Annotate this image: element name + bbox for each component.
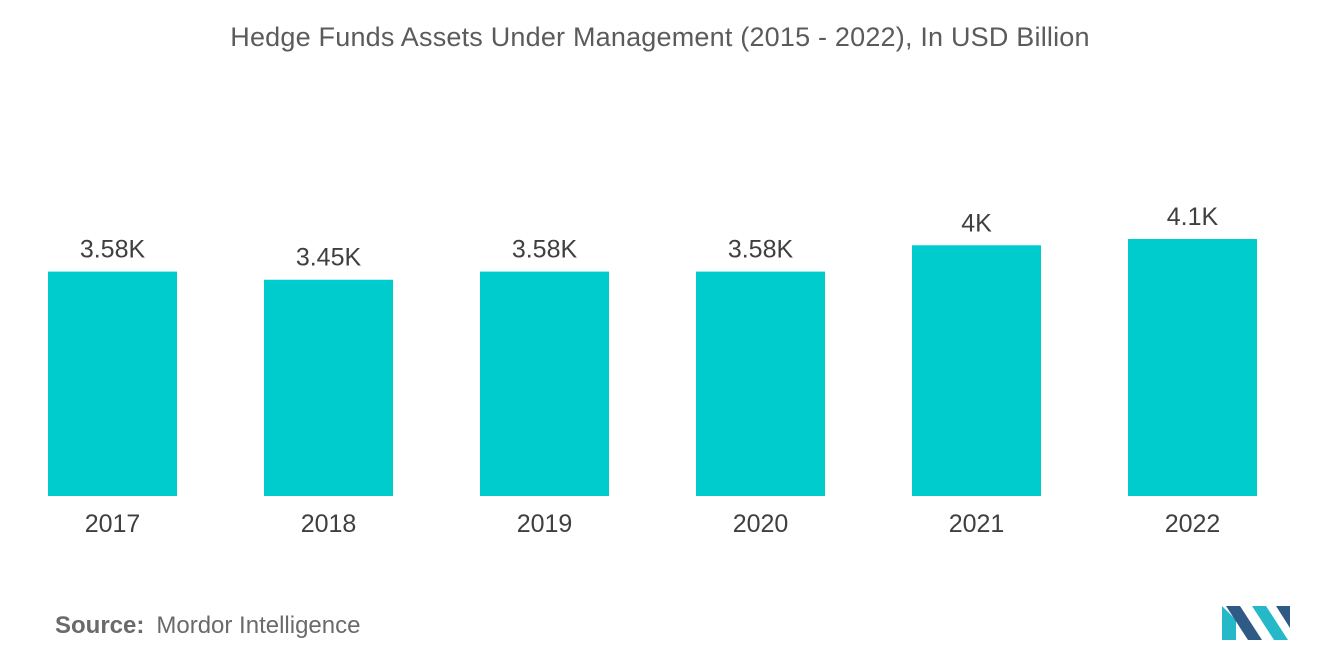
bar-2021 — [912, 245, 1041, 496]
data-label-2019: 3.58K — [512, 236, 578, 264]
data-label-2022: 4.1K — [1167, 203, 1219, 231]
bars-group — [48, 239, 1257, 496]
data-label-2021: 4K — [961, 209, 992, 237]
x-tick-2022: 2022 — [1165, 510, 1221, 538]
bar-2020 — [696, 271, 825, 496]
logo-shape-left — [1222, 606, 1236, 640]
chart-title: Hedge Funds Assets Under Management (201… — [230, 22, 1090, 52]
mordor-intelligence-logo — [1222, 606, 1290, 640]
bar-2017 — [48, 271, 177, 496]
x-tick-2020: 2020 — [733, 510, 789, 538]
logo-shape-diagonal-2 — [1252, 606, 1288, 640]
x-axis-ticks: 2017 2018 2019 2020 2021 2022 — [85, 510, 1221, 538]
logo-shape-right — [1276, 606, 1290, 628]
data-label-2020: 3.58K — [728, 236, 794, 264]
logo-shape-diagonal-1 — [1226, 606, 1262, 640]
x-tick-2019: 2019 — [517, 510, 573, 538]
x-tick-2017: 2017 — [85, 510, 141, 538]
bar-2019 — [480, 271, 609, 496]
bar-2018 — [264, 279, 393, 496]
value-labels-group: 3.58K 3.45K 3.58K 3.58K 4K 4.1K — [80, 203, 1219, 272]
source-label: Source: — [55, 612, 145, 639]
source-text: Mordor Intelligence — [156, 612, 361, 639]
source-line: Source: Mordor Intelligence — [55, 612, 360, 640]
x-tick-2018: 2018 — [301, 510, 357, 538]
data-label-2018: 3.45K — [296, 244, 362, 272]
bar-2022 — [1128, 239, 1257, 496]
x-tick-2021: 2021 — [949, 510, 1005, 538]
data-label-2017: 3.58K — [80, 236, 146, 264]
